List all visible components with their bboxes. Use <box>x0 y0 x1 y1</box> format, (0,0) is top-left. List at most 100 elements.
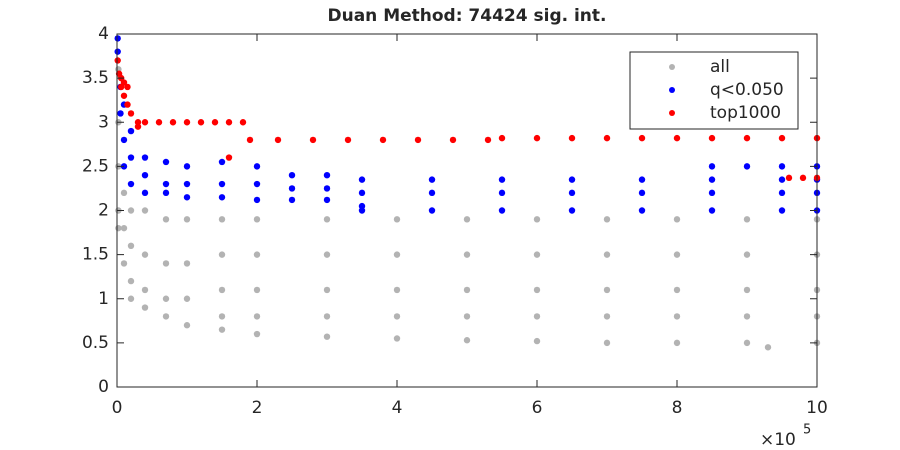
point <box>358 207 366 214</box>
point <box>323 251 331 258</box>
point <box>533 216 541 223</box>
point <box>603 251 611 258</box>
point <box>743 134 751 142</box>
point <box>428 189 436 197</box>
point <box>743 163 751 170</box>
point <box>708 134 716 142</box>
legend-label: q<0.050 <box>710 80 784 100</box>
point <box>323 286 331 294</box>
point <box>120 260 128 267</box>
point <box>288 172 296 179</box>
point <box>183 180 191 188</box>
point <box>463 313 471 320</box>
point <box>358 176 366 183</box>
point <box>162 180 170 188</box>
point <box>120 189 128 197</box>
point <box>778 134 786 142</box>
point <box>134 123 142 130</box>
point <box>428 207 436 214</box>
point <box>120 224 128 232</box>
point <box>183 163 191 170</box>
y-tick-label: 0 <box>98 377 109 397</box>
point <box>183 260 191 267</box>
point <box>253 251 261 258</box>
x-tick-label: 2 <box>252 398 263 418</box>
point <box>197 119 205 126</box>
point <box>162 216 170 223</box>
point <box>414 136 422 144</box>
point <box>253 216 261 223</box>
point <box>533 134 541 142</box>
point <box>323 172 331 179</box>
point <box>253 330 261 338</box>
point <box>603 286 611 294</box>
point <box>115 224 122 232</box>
point <box>225 119 233 126</box>
point <box>358 202 366 210</box>
point <box>463 251 471 258</box>
point <box>274 136 282 144</box>
point <box>124 83 131 91</box>
point <box>127 295 135 302</box>
point <box>533 337 541 345</box>
point <box>743 286 751 294</box>
point <box>239 119 247 126</box>
legend-box <box>629 51 799 130</box>
point <box>162 313 170 320</box>
point <box>673 339 681 347</box>
point <box>393 286 401 294</box>
point <box>393 251 401 258</box>
point <box>778 176 786 183</box>
point <box>463 337 471 344</box>
point <box>183 322 191 329</box>
legend-marker <box>669 110 675 116</box>
point <box>449 136 457 144</box>
point <box>603 216 611 223</box>
point <box>358 189 366 197</box>
point <box>708 176 716 183</box>
point <box>155 119 163 126</box>
y-tick-label: 2 <box>98 201 109 221</box>
point <box>498 134 506 142</box>
point <box>568 134 576 142</box>
point <box>323 216 331 223</box>
point <box>778 207 786 214</box>
x-multiplier-exponent: 5 <box>803 423 811 438</box>
point <box>141 207 149 214</box>
point <box>463 216 471 223</box>
y-tick-label: 1 <box>98 289 109 309</box>
point <box>127 127 135 135</box>
point <box>393 313 401 320</box>
legend-marker <box>669 64 675 70</box>
point <box>114 35 121 42</box>
point <box>162 260 170 267</box>
point <box>218 286 226 294</box>
point <box>778 189 786 197</box>
point <box>323 313 331 320</box>
point <box>603 339 611 347</box>
point <box>673 286 681 294</box>
points <box>114 35 821 351</box>
point <box>127 110 135 117</box>
point <box>218 216 226 223</box>
point <box>162 189 170 197</box>
point <box>673 216 681 223</box>
point <box>127 207 135 214</box>
point <box>169 119 177 126</box>
point <box>743 216 751 223</box>
point <box>533 286 541 294</box>
point <box>603 313 611 320</box>
point <box>225 154 233 161</box>
point <box>141 119 149 126</box>
point <box>743 339 751 347</box>
point <box>141 189 149 197</box>
point <box>127 154 135 161</box>
x-tick-label: 4 <box>392 398 403 418</box>
point <box>309 136 317 144</box>
point <box>498 207 506 214</box>
point <box>288 185 296 192</box>
point <box>141 286 149 294</box>
point <box>218 158 226 166</box>
point <box>708 207 716 214</box>
x-tick-label: 10 <box>806 398 828 418</box>
